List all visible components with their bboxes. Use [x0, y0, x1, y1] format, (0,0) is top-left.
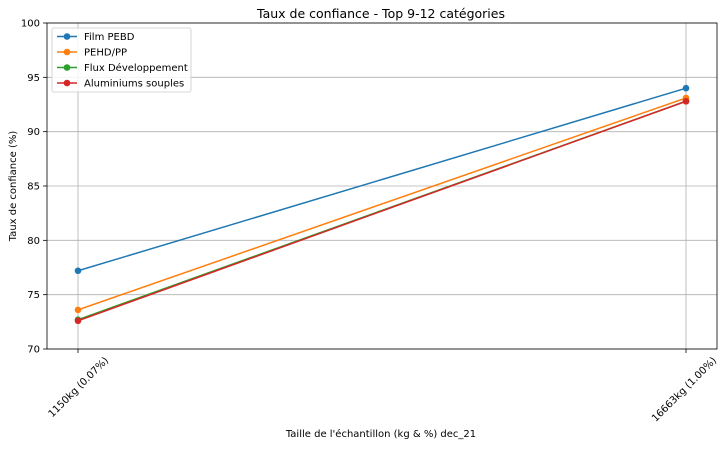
legend-marker: [63, 79, 71, 87]
x-tick-label: 1150kg (0.07%): [47, 355, 112, 420]
legend-label: PEHD/PP: [84, 48, 127, 59]
legend-label: Film PEBD: [84, 32, 135, 43]
y-tick-label: 90: [27, 127, 40, 138]
legend-marker: [63, 33, 71, 40]
legend-item: Aluminiums souples: [57, 79, 184, 90]
y-tick-label: 75: [27, 290, 40, 301]
legend-marker: [63, 48, 71, 56]
series-pehd-pp: [74, 94, 690, 314]
data-point: [74, 267, 82, 275]
legend-box: [51, 27, 192, 93]
x-tick-label: 16663kg (1.00%): [650, 355, 719, 424]
series-line: [77, 97, 687, 311]
data-point: [74, 306, 82, 314]
x-axis-label: Taille de l'échantillon (kg & %) dec_21: [285, 428, 476, 440]
series-line: [77, 100, 687, 322]
y-tick-label: 70: [27, 345, 40, 356]
y-tick-label: 95: [27, 73, 40, 84]
chart-title: Taux de confiance - Top 9-12 catégories: [256, 6, 505, 21]
series-lines: [74, 84, 690, 325]
y-tick-label: 100: [21, 19, 40, 30]
series-aluminiums-souples: [74, 97, 690, 325]
data-point: [682, 84, 690, 92]
data-point: [682, 97, 690, 105]
plot-frame: [46, 22, 718, 350]
legend-item: PEHD/PP: [57, 48, 127, 59]
legend-item: Film PEBD: [57, 32, 135, 43]
legend-label: Flux Développement: [84, 62, 188, 74]
legend-marker: [63, 64, 71, 71]
y-tick-label: 85: [27, 182, 40, 193]
legend-item: Flux Développement: [57, 62, 188, 74]
y-tick-label: 80: [27, 236, 40, 247]
series-line: [77, 87, 687, 272]
y-axis-label: Taux de confiance (%): [8, 131, 19, 243]
legend-label: Aluminiums souples: [84, 79, 184, 90]
series-film-pebd: [74, 84, 690, 275]
data-point: [74, 317, 82, 325]
legend: Film PEBD PEHD/PP Flux Développement Alumin…: [51, 27, 192, 93]
